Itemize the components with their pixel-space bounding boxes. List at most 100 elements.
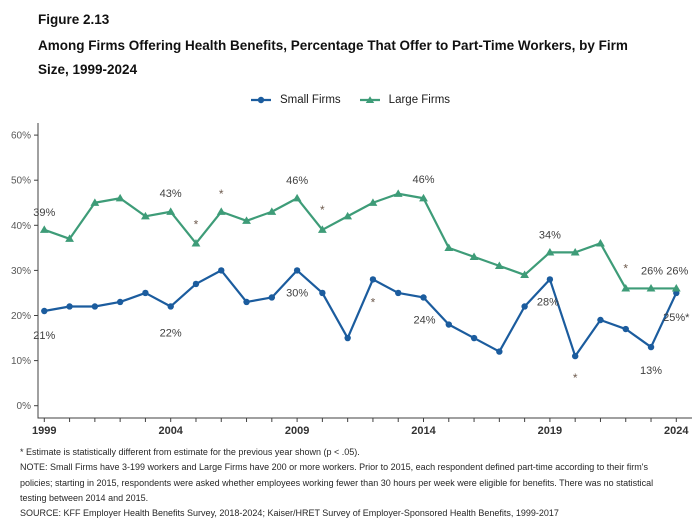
significance-asterisk: * [194, 217, 199, 231]
data-point-marker [496, 347, 503, 355]
data-point-marker [166, 206, 176, 215]
figure-number: Figure 2.13 [38, 12, 110, 27]
significance-asterisk: * [219, 186, 224, 200]
data-point-marker [267, 206, 277, 215]
x-axis-label: 2009 [285, 425, 309, 437]
x-axis-label: 2014 [411, 425, 436, 437]
point-label: 46% [286, 175, 308, 187]
data-point-marker [646, 283, 656, 292]
data-point-marker [218, 266, 225, 274]
point-label: 46% [412, 174, 434, 186]
significance-asterisk: * [623, 261, 628, 275]
point-label: 43% [160, 187, 182, 199]
data-point-marker [494, 261, 504, 269]
data-point-marker [622, 325, 629, 332]
data-point-marker [343, 211, 353, 219]
data-point-marker [292, 193, 302, 201]
y-axis-label: 30% [11, 265, 31, 276]
data-point-marker [142, 289, 149, 296]
point-label: 21% [33, 330, 55, 342]
data-point-marker [65, 234, 74, 242]
data-point-marker [317, 225, 327, 233]
chart-legend: Small Firms Large Firms [0, 91, 698, 109]
point-label: 28% [537, 296, 559, 308]
data-point-marker [191, 238, 201, 247]
y-axis-label: 60% [11, 130, 31, 141]
data-point-marker [597, 316, 604, 323]
point-label: 24% [413, 314, 435, 326]
data-point-marker [520, 270, 530, 278]
data-point-marker [470, 334, 478, 341]
data-point-marker [90, 197, 100, 206]
data-point-marker [243, 298, 250, 305]
data-point-marker [445, 320, 452, 328]
legend-item-small-firms: Small Firms [248, 94, 341, 106]
data-point-marker [216, 206, 226, 215]
data-point-marker [469, 252, 479, 260]
data-point-marker [167, 302, 174, 310]
legend-label-large-firms: Large Firms [388, 93, 451, 106]
point-label: 26% [666, 265, 688, 277]
point-label: 39% [33, 206, 55, 218]
x-axis-label: 1999 [32, 425, 56, 437]
data-point-marker [393, 188, 403, 197]
large-firms-line-marker-icon [359, 95, 380, 103]
data-point-marker [293, 266, 301, 274]
data-point-marker [39, 225, 49, 233]
data-point-marker [444, 243, 454, 251]
legend-triangle-marker [365, 95, 374, 103]
point-label: 26% [641, 265, 663, 277]
data-point-marker [419, 193, 428, 201]
significance-asterisk: * [371, 295, 376, 309]
data-point-marker [521, 302, 528, 310]
data-point-marker [115, 193, 125, 201]
data-point-marker [671, 283, 681, 292]
data-point-marker [545, 247, 555, 256]
axes [37, 122, 692, 419]
data-point-marker [91, 302, 99, 310]
data-point-marker [369, 275, 377, 283]
data-point-marker [242, 215, 251, 224]
data-point-marker [192, 280, 200, 287]
y-axis-label: 10% [11, 356, 31, 367]
y-axis-label: 40% [11, 220, 31, 231]
legend-circle-marker [257, 96, 265, 103]
y-axis-label: 20% [11, 311, 31, 322]
data-point-marker [596, 238, 605, 247]
series-line [44, 268, 678, 357]
x-axis-label: 2019 [538, 425, 562, 437]
y-axis-label: 50% [11, 175, 31, 186]
series-line [43, 192, 677, 290]
point-label: 25%* [663, 312, 690, 324]
point-label: 13% [640, 365, 662, 377]
data-point-marker [141, 211, 150, 219]
data-point-marker [41, 307, 48, 314]
significance-asterisk: * [573, 371, 578, 385]
data-point-marker [116, 298, 124, 305]
series-large-firms [39, 188, 681, 292]
line-chart: 0% 10% 20% 30% 40% 50% 60% 1999 2004 2009 2014 2019… [11, 122, 692, 437]
data-point-marker [621, 283, 631, 292]
x-axis-label: 2024 [664, 425, 689, 437]
significance-footnote: * Estimate is statistically different fr… [20, 446, 360, 457]
small-firms-line-marker-icon [250, 96, 271, 103]
point-label: 22% [160, 327, 182, 339]
data-point-marker [395, 289, 402, 296]
data-point-marker [344, 334, 351, 341]
data-point-marker [420, 293, 427, 301]
data-point-marker [368, 197, 378, 206]
data-point-marker [571, 352, 579, 359]
point-label: 30% [286, 287, 308, 299]
significance-asterisk: * [320, 202, 325, 216]
footnotes: * Estimate is statistically different fr… [0, 439, 698, 522]
x-axis-label: 2004 [158, 425, 183, 437]
data-point-marker [66, 302, 73, 310]
data-point-marker [546, 275, 554, 283]
data-point-marker [268, 293, 276, 301]
series-small-firms [41, 266, 680, 359]
legend-label-small-firms: Small Firms [279, 93, 341, 106]
y-axis-label: 0% [17, 401, 32, 412]
page-title: Among Firms Offering Health Benefits, Pe… [38, 38, 628, 78]
data-point-marker [570, 247, 580, 256]
data-point-marker [647, 343, 655, 350]
